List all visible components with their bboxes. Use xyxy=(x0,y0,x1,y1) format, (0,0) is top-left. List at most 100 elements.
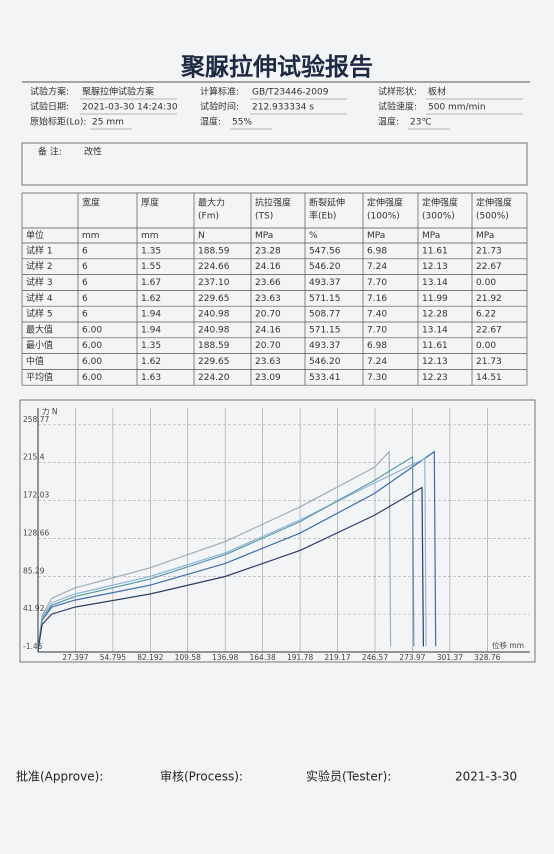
table-cell: 1.63 xyxy=(141,373,161,383)
table-unit: mm xyxy=(141,231,159,241)
table-cell: 24.16 xyxy=(255,325,281,335)
table-cell: 547.56 xyxy=(309,246,341,256)
y-axis-label: 力 N xyxy=(42,406,58,416)
x-tick-label: 27.397 xyxy=(62,653,88,662)
table-cell: 22.67 xyxy=(476,325,502,335)
table-cell: 6.00 xyxy=(82,341,102,351)
table-cell: 237.10 xyxy=(198,278,230,288)
table-unit: MPa xyxy=(422,231,440,241)
table-unit: MPa xyxy=(367,231,385,241)
table-cell: 21.73 xyxy=(476,357,502,367)
table-cell: 中值 xyxy=(26,355,44,367)
table-cell: 6 xyxy=(82,278,88,288)
table-cell: 12.13 xyxy=(422,357,448,367)
x-tick-label: 246.57 xyxy=(362,653,388,662)
info-label: 试验方案: xyxy=(30,86,69,98)
table-cell: 224.20 xyxy=(198,373,230,383)
table-cell: 20.70 xyxy=(255,310,281,320)
y-tick-label: 258.77 xyxy=(23,415,49,424)
info-value: 55% xyxy=(232,118,252,128)
signature-field: 2021-3-30 xyxy=(455,770,517,784)
y-tick-label: 41.92 xyxy=(23,604,45,613)
x-tick-label: 54.795 xyxy=(100,653,126,662)
table-cell: 0.00 xyxy=(476,341,496,351)
table-cell: 20.70 xyxy=(255,341,281,351)
table-cell: 240.98 xyxy=(198,310,230,320)
table-header: (300%) xyxy=(422,212,455,222)
table-cell: 1.35 xyxy=(141,246,161,256)
table-cell: 6 xyxy=(82,262,88,272)
table-cell: 13.14 xyxy=(422,278,448,288)
x-axis-label: 位移 mm xyxy=(492,640,524,650)
table-cell: 240.98 xyxy=(198,325,230,335)
info-label: 计算标准: xyxy=(200,86,239,98)
table-unit: mm xyxy=(82,231,100,241)
table-cell: 11.61 xyxy=(422,341,448,351)
table-cell: 224.66 xyxy=(198,262,230,272)
y-tick-label: 215.4 xyxy=(23,453,45,462)
table-cell: 11.99 xyxy=(422,294,448,304)
table-header: 定伸强度 xyxy=(367,197,403,209)
info-value: 聚脲拉伸试验方案 xyxy=(82,86,154,98)
x-tick-label: 273.97 xyxy=(399,653,425,662)
table-unit: N xyxy=(198,231,205,241)
table-cell: 7.70 xyxy=(367,325,387,335)
table-header: 厚度 xyxy=(141,197,159,209)
info-value: 2021-03-30 14:24:30 xyxy=(82,103,178,113)
info-label: 试验日期: xyxy=(30,101,69,113)
curve xyxy=(37,450,437,651)
table-cell: 229.65 xyxy=(198,294,230,304)
y-tick-label: 172.03 xyxy=(23,491,49,500)
x-tick-label: 191.78 xyxy=(287,653,313,662)
table-cell: 7.70 xyxy=(367,278,387,288)
remarks-value: 改性 xyxy=(84,146,102,158)
table-cell: 试样 1 xyxy=(26,244,53,256)
table-cell: 546.20 xyxy=(309,357,341,367)
curve xyxy=(37,457,427,651)
x-tick-label: 109.58 xyxy=(175,653,201,662)
table-unit: 单位 xyxy=(26,229,44,241)
table-header: (TS) xyxy=(255,212,273,222)
table-cell: 493.37 xyxy=(309,341,341,351)
table-cell: 508.77 xyxy=(309,310,341,320)
table-cell: 23.28 xyxy=(255,246,281,256)
y-tick-label: 128.66 xyxy=(23,528,49,537)
x-tick-label: 219.17 xyxy=(324,653,350,662)
table-cell: 7.40 xyxy=(367,310,387,320)
curve xyxy=(37,486,424,651)
table-cell: 12.13 xyxy=(422,262,448,272)
chart-frame xyxy=(19,399,536,663)
table-header: 抗拉强度 xyxy=(255,197,291,209)
table-header: 率(Eb) xyxy=(309,210,336,222)
x-tick-label: 328.76 xyxy=(474,653,500,662)
info-value: 212.933334 s xyxy=(252,103,314,113)
table-cell: 1.94 xyxy=(141,310,161,320)
table-header: (100%) xyxy=(367,212,400,222)
table-cell: 1.67 xyxy=(141,278,161,288)
table-cell: 1.62 xyxy=(141,294,161,304)
info-value: 23℃ xyxy=(410,118,432,128)
table-cell: 23.09 xyxy=(255,373,281,383)
table-cell: 23.66 xyxy=(255,278,281,288)
table-cell: 13.14 xyxy=(422,325,448,335)
table-unit: MPa xyxy=(476,231,494,241)
signature-field: 审核(Process): xyxy=(160,769,243,784)
x-tick-label: 82.192 xyxy=(137,653,163,662)
table-cell: 平均值 xyxy=(26,371,53,383)
table-cell: 最小值 xyxy=(26,339,53,351)
info-value: 500 mm/min xyxy=(428,103,486,113)
remarks-box xyxy=(21,142,528,186)
table-cell: 7.16 xyxy=(367,294,387,304)
table-cell: 试样 2 xyxy=(26,260,53,272)
signature-field: 实验员(Tester): xyxy=(306,769,391,784)
y-tick-label: 85.29 xyxy=(23,566,45,575)
table-cell: 21.73 xyxy=(476,246,502,256)
table-cell: 6 xyxy=(82,294,88,304)
x-tick-label: 164.38 xyxy=(250,653,276,662)
table-cell: 1.35 xyxy=(141,341,161,351)
info-label: 湿度: xyxy=(200,116,221,128)
table-header: 定伸强度 xyxy=(476,197,512,209)
x-tick-label: 136.98 xyxy=(212,653,238,662)
